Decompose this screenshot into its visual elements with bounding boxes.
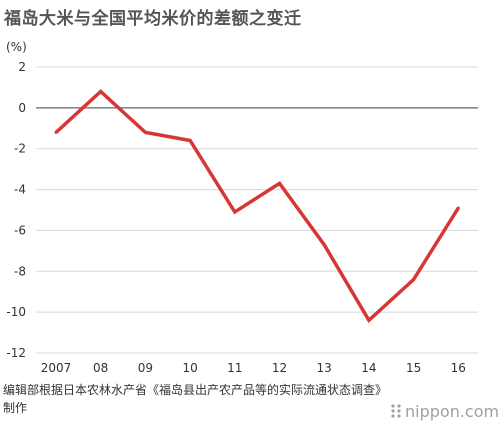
y-tick-label: -2 <box>14 142 26 156</box>
x-tick-label: 09 <box>138 361 153 375</box>
x-tick-label: 2007 <box>41 361 72 375</box>
y-tick-label: -8 <box>14 264 26 278</box>
chart-title: 福岛大米与全国平均米价的差额之变迁 <box>4 9 302 29</box>
x-tick-label: 15 <box>406 361 421 375</box>
y-axis-unit-label: (%) <box>6 40 27 54</box>
data-point <box>99 90 103 94</box>
x-tick-labels: 2007 08 09 10 11 12 13 14 15 16 <box>41 361 466 375</box>
logo-dots-icon <box>391 404 401 418</box>
line-chart: 2 0 -2 -4 -6 -8 -10 -12 2007 08 09 10 11 12 13 14 15 16 <box>6 60 478 375</box>
data-point <box>54 130 58 134</box>
series-layer <box>54 89 460 324</box>
data-point <box>456 206 460 210</box>
source-note: 编辑部根据日本农林水产省《福岛县出产农产品等的实际流通状态调查》制作 <box>3 383 382 415</box>
data-point <box>278 181 281 185</box>
y-tick-labels: 2 0 -2 -4 -6 -8 -10 -12 <box>6 60 26 360</box>
x-tick-label: 16 <box>451 361 466 375</box>
y-tick-label: 0 <box>18 101 26 115</box>
data-point <box>412 277 416 281</box>
x-tick-label: 08 <box>93 361 108 375</box>
x-tick-label: 11 <box>227 361 242 375</box>
data-point <box>143 130 147 134</box>
grid-layer <box>36 66 478 354</box>
y-tick-label: -10 <box>6 305 26 319</box>
x-tick-label: 13 <box>317 361 332 375</box>
y-tick-label: 2 <box>18 60 26 74</box>
nippon-logo: nippon.com <box>390 402 499 421</box>
x-tick-label: 12 <box>272 361 287 375</box>
series-line <box>54 89 460 324</box>
x-tick-label: 14 <box>361 361 376 375</box>
data-point <box>322 243 326 247</box>
logo-text: nippon.com <box>405 402 500 421</box>
x-tick-label: 10 <box>182 361 197 375</box>
y-tick-label: -12 <box>6 346 26 360</box>
y-tick-label: -6 <box>14 223 26 237</box>
data-point <box>188 139 192 143</box>
data-point <box>367 318 371 322</box>
data-point <box>233 210 237 214</box>
y-tick-label: -4 <box>14 183 26 197</box>
